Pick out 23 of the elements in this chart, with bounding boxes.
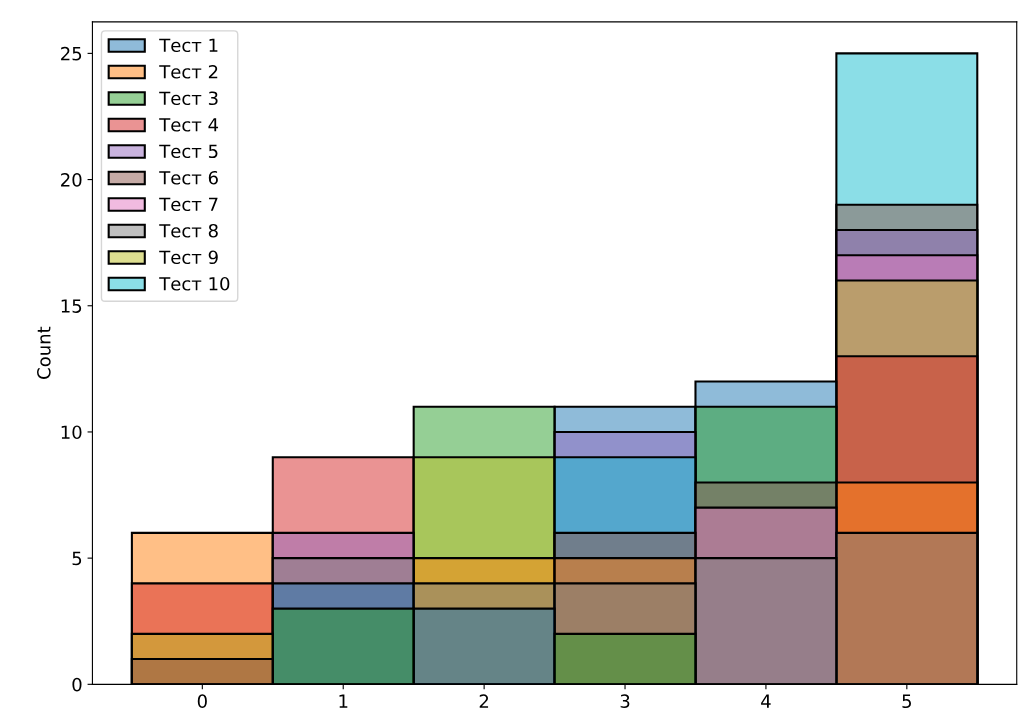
y-tick-label: 10 (61, 425, 82, 440)
x-tick-label: 3 (620, 694, 630, 709)
x-tick-label: 5 (902, 694, 911, 709)
y-tick-label: 20 (61, 173, 82, 187)
y-tick-label: 15 (61, 299, 82, 313)
legend-label: Тест 8 (159, 223, 218, 238)
x-tick-label: 0 (197, 694, 207, 709)
y-tick-label: 5 (72, 551, 82, 566)
legend-label: Тест 10 (159, 276, 230, 291)
legend-label: Тест 1 (159, 38, 218, 53)
legend-label: Тест 5 (159, 144, 218, 159)
y-tick-label: 25 (61, 46, 82, 61)
y-axis-title: Count (37, 326, 51, 379)
x-tick-label: 1 (339, 694, 348, 708)
legend-label: Тест 7 (159, 197, 218, 212)
x-tick-label: 2 (479, 694, 489, 708)
x-tick-label: 4 (761, 694, 771, 708)
legend-label: Тест 2 (159, 64, 218, 79)
legend-label: Тест 9 (159, 250, 218, 265)
legend-label: Тест 6 (159, 170, 218, 185)
y-tick-label: 0 (72, 677, 82, 692)
legend-label: Тест 3 (159, 91, 218, 106)
legend-label: Тест 4 (159, 118, 219, 132)
